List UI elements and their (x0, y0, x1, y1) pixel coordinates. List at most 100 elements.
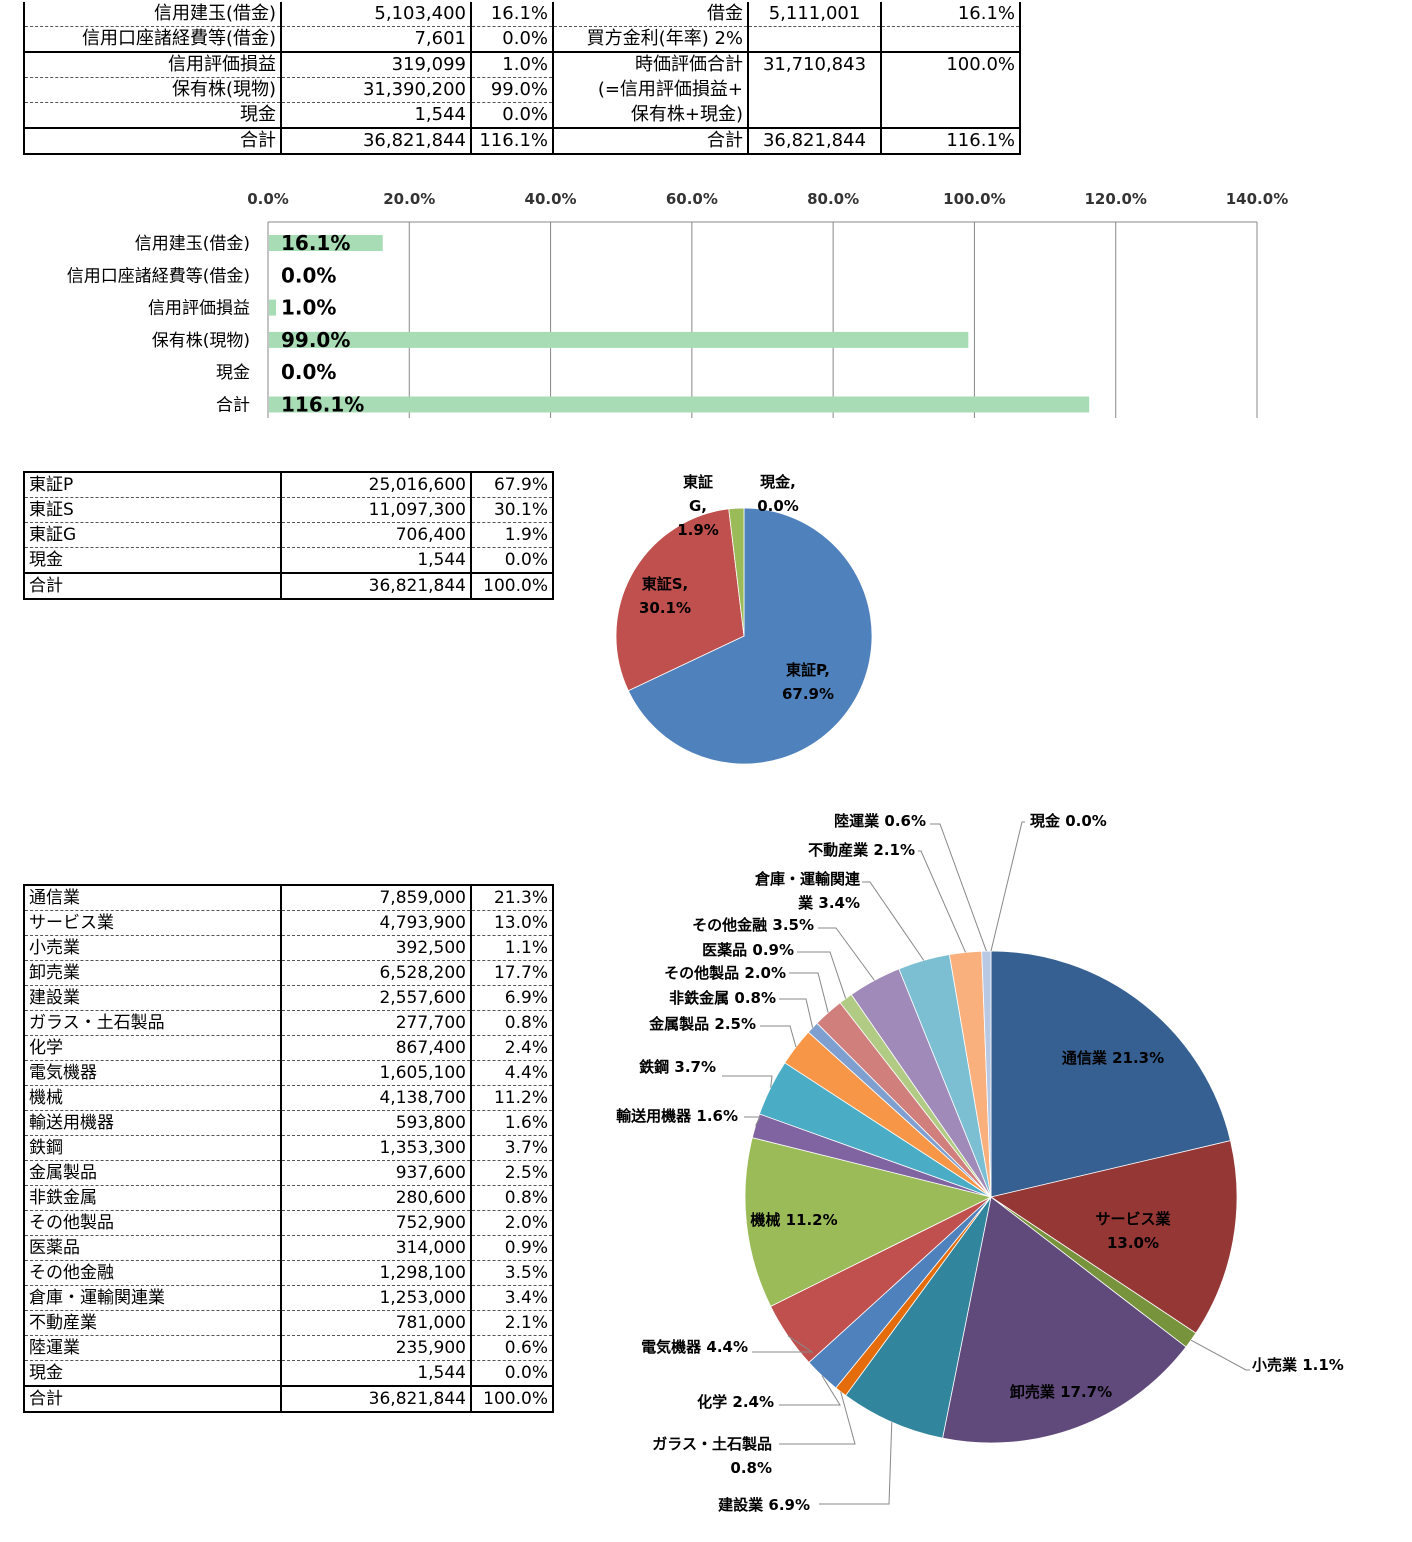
market-pie-chart: 東証P, 67.9% 東証S, 30.1% 東証 G, 1.9% 現金, 0.0% (615, 473, 873, 765)
bar-value-label: 0.0% (281, 360, 336, 384)
table-row: 保有株(現物) 31,390,200 99.0% (=信用評価損益+ (23, 77, 1021, 103)
pie-data-label: 医薬品 0.9% (702, 941, 794, 959)
total-label: 合計 (23, 1385, 282, 1413)
x-tick-label: 60.0% (666, 190, 718, 208)
total-row: 合計 36,821,844 100.0% (23, 1385, 554, 1413)
pie-data-label: 小売業 1.1% (1252, 1356, 1344, 1374)
row-label: その他金融 (23, 1260, 282, 1286)
row-pct: 1.6% (470, 1110, 554, 1136)
bar-value-label: 1.0% (281, 296, 336, 320)
pie-data-label: その他金融 3.5% (692, 916, 814, 934)
row-value: 392,500 (280, 935, 472, 961)
pie-data-label: 不動産業 2.1% (808, 841, 915, 859)
right-value (747, 26, 882, 53)
row-value: 314,000 (280, 1235, 472, 1261)
row-pct: 6.9% (470, 985, 554, 1011)
table-row: 機械 4,138,700 11.2% (23, 1085, 554, 1111)
table-row: 現金 1,544 0.0% (23, 1360, 554, 1387)
row-value: 1,253,000 (280, 1285, 472, 1311)
row-value: 31,390,200 (280, 77, 472, 103)
table-row: 倉庫・運輸関連業 1,253,000 3.4% (23, 1285, 554, 1311)
market-table: 東証P 25,016,600 67.9% 東証S 11,097,300 30.1% 東証G 7… (23, 471, 554, 600)
row-value: 1,544 (280, 1360, 472, 1387)
table-row: ガラス・土石製品 277,700 0.8% (23, 1010, 554, 1036)
row-label: 不動産業 (23, 1310, 282, 1336)
total-row: 合計 36,821,844 116.1% 合計 36,821,844 116.1% (23, 127, 1021, 155)
right-label: 借金 (552, 2, 749, 27)
right-label: 時価評価合計 (552, 51, 749, 78)
row-label: 東証P (23, 471, 282, 498)
table-row: 電気機器 1,605,100 4.4% (23, 1060, 554, 1086)
y-category-label: 信用口座諸経費等(借金) (67, 266, 250, 286)
pie-slice (728, 507, 745, 637)
row-value: 1,353,300 (280, 1135, 472, 1161)
row-label: 鉄鋼 (23, 1135, 282, 1161)
pie-data-label: ガラス・土石製品 0.8% (652, 1435, 772, 1477)
table-row: 金属製品 937,600 2.5% (23, 1160, 554, 1186)
row-pct: 67.9% (470, 471, 554, 498)
row-label: 信用口座諸経費等(借金) (23, 26, 282, 53)
total-label: 合計 (23, 572, 282, 600)
total-right-value: 36,821,844 (747, 127, 882, 155)
pie-data-label: 現金, 0.0% (757, 473, 799, 515)
row-pct: 0.8% (470, 1010, 554, 1036)
x-tick-label: 120.0% (1084, 190, 1146, 208)
table-row: 通信業 7,859,000 21.3% (23, 884, 554, 911)
row-label: 医薬品 (23, 1235, 282, 1261)
row-pct: 1.0% (470, 51, 554, 78)
pie-slice (744, 1137, 993, 1307)
row-value: 25,016,600 (280, 471, 472, 498)
leader-line (779, 998, 814, 1028)
pie-slice (627, 507, 873, 765)
row-label: 保有株(現物) (23, 77, 282, 103)
table-row: 医薬品 314,000 0.9% (23, 1235, 554, 1261)
x-tick-label: 80.0% (807, 190, 859, 208)
total-row: 合計 36,821,844 100.0% (23, 572, 554, 600)
total-pct: 100.0% (470, 1385, 554, 1413)
row-pct: 1.1% (470, 935, 554, 961)
table-row: 小売業 392,500 1.1% (23, 935, 554, 961)
row-value: 593,800 (280, 1110, 472, 1136)
table-row: 陸運業 235,900 0.6% (23, 1335, 554, 1361)
row-label: 信用評価損益 (23, 51, 282, 78)
row-pct: 0.6% (470, 1335, 554, 1361)
industry-table: 通信業 7,859,000 21.3% サービス業 4,793,900 13.0% 小売業 3… (23, 884, 554, 1413)
x-tick-label: 140.0% (1226, 190, 1288, 208)
row-label: 化学 (23, 1035, 282, 1061)
total-right-label: 合計 (552, 127, 749, 155)
row-pct: 17.7% (470, 960, 554, 986)
row-label: ガラス・土石製品 (23, 1010, 282, 1036)
y-category-label: 保有株(現物) (152, 331, 250, 351)
table-row: 輸送用機器 593,800 1.6% (23, 1110, 554, 1136)
row-pct: 16.1% (470, 2, 554, 27)
row-value: 235,900 (280, 1335, 472, 1361)
pie-data-label: 通信業 21.3% (1062, 1049, 1164, 1067)
row-pct: 3.7% (470, 1135, 554, 1161)
leader-line (722, 1075, 773, 1088)
row-label: 輸送用機器 (23, 1110, 282, 1136)
table-row: その他金融 1,298,100 3.5% (23, 1260, 554, 1286)
row-pct: 3.5% (470, 1260, 554, 1286)
right-label: (=信用評価損益+ (552, 77, 749, 103)
row-pct: 11.2% (470, 1085, 554, 1111)
row-pct: 2.5% (470, 1160, 554, 1186)
y-category-label: 信用建玉(借金) (135, 234, 250, 254)
pie-data-label: 東証P, 67.9% (782, 661, 834, 703)
leader-line (760, 1025, 797, 1048)
bar-value-label: 0.0% (281, 263, 336, 287)
y-category-label: 信用評価損益 (148, 299, 250, 319)
row-value: 280,600 (280, 1185, 472, 1211)
row-label: 信用建玉(借金) (23, 2, 282, 27)
total-label: 合計 (23, 127, 282, 155)
y-category-label: 現金 (216, 363, 250, 383)
row-value: 7,601 (280, 26, 472, 53)
pie-data-label: サービス業 13.0% (1095, 1210, 1171, 1252)
pie-data-label: 鉄鋼 3.7% (639, 1058, 716, 1076)
table-row: 建設業 2,557,600 6.9% (23, 985, 554, 1011)
bar (269, 235, 383, 251)
row-value: 1,605,100 (280, 1060, 472, 1086)
x-tick-label: 100.0% (943, 190, 1005, 208)
row-pct: 3.4% (470, 1285, 554, 1311)
right-value: 5,111,001 (747, 2, 882, 27)
table-row: 不動産業 781,000 2.1% (23, 1310, 554, 1336)
